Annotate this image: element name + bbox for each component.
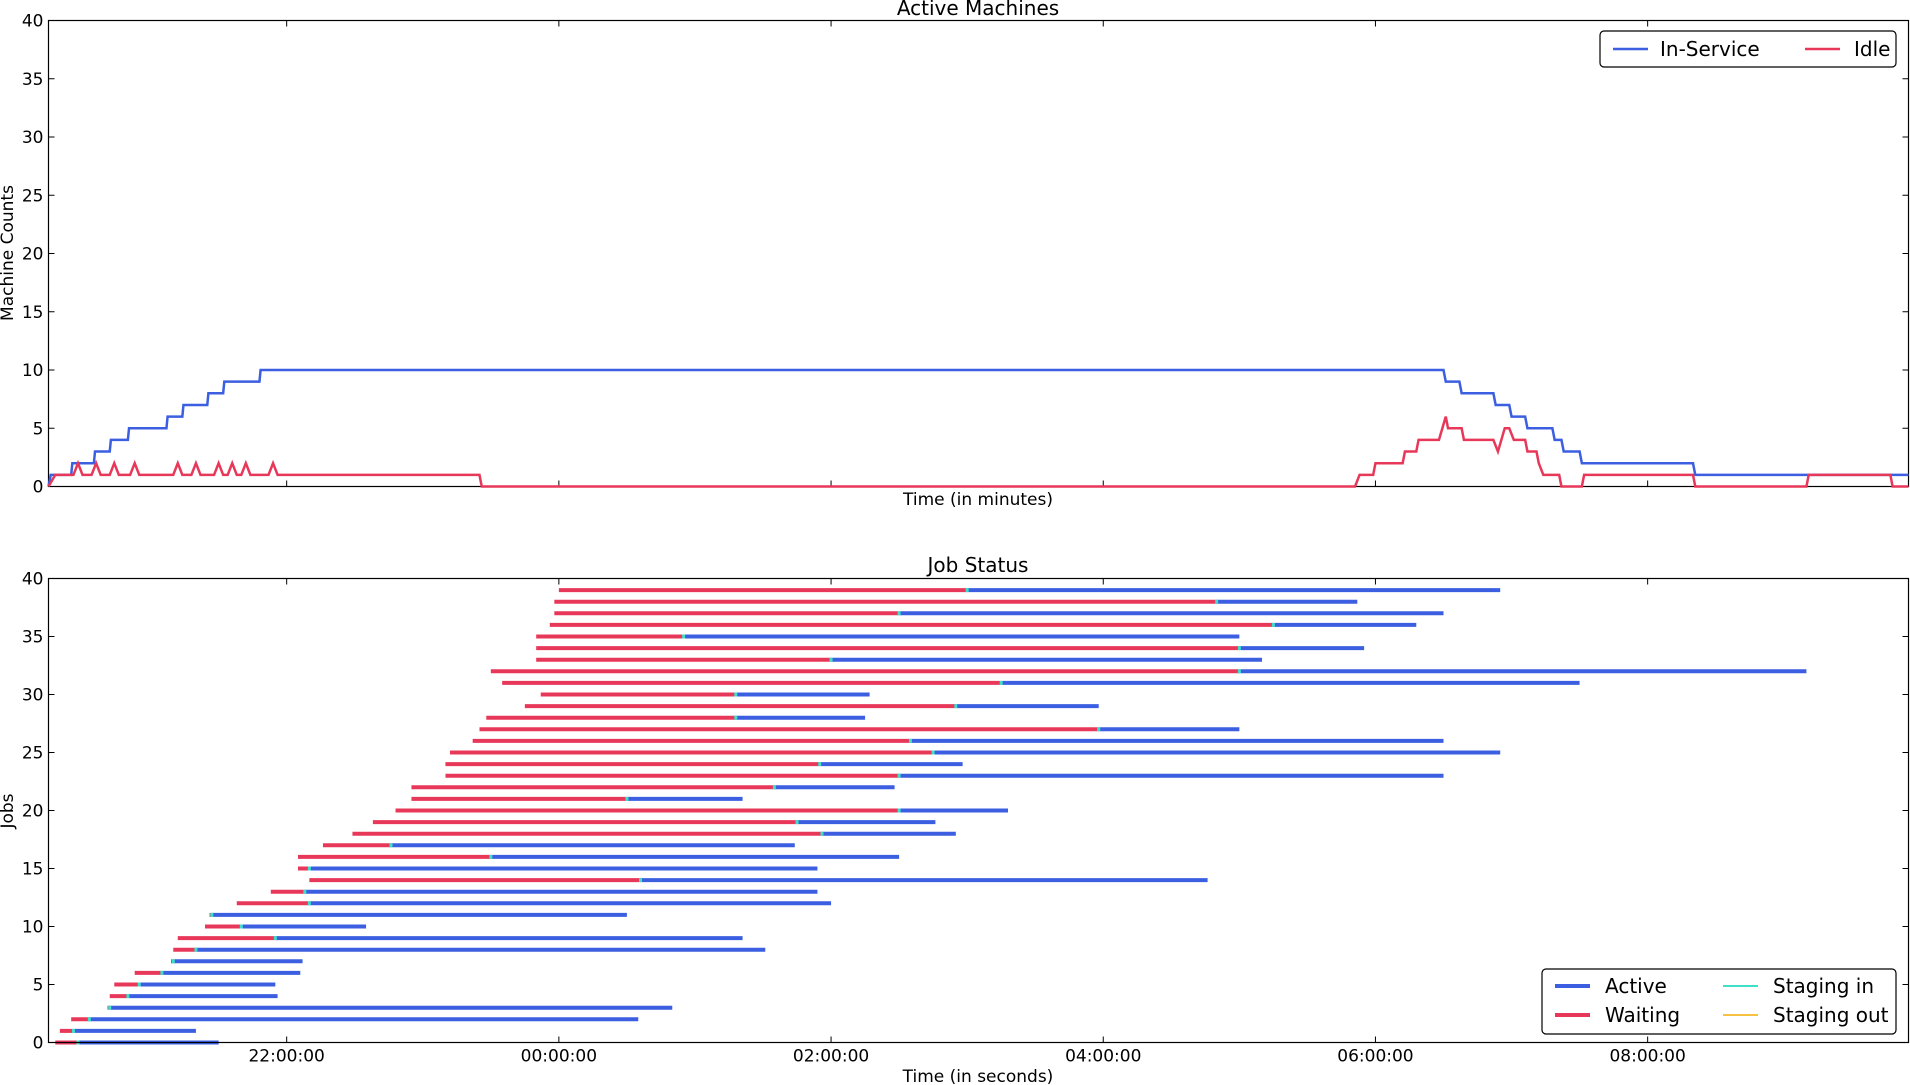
chart2-y-tick-label: 30 (22, 686, 44, 706)
chart2-x-tick-label: 04:00:00 (1065, 1047, 1141, 1067)
chart1-legend-box (1599, 30, 1897, 68)
chart1-y-tick-label: 25 (22, 186, 44, 206)
chart2-y-tick-label: 15 (22, 860, 44, 880)
chart2-x-tick-label: 22:00:00 (248, 1047, 324, 1067)
chart1-title: Active Machines (897, 0, 1059, 20)
chart1-y-tick-label: 0 (33, 478, 44, 498)
chart1-y-tick-label: 5 (33, 419, 44, 439)
chart2-title: Job Status (926, 553, 1029, 577)
chart1-y-tick-label: 20 (22, 245, 44, 265)
chart1-y-tick-label: 10 (22, 361, 44, 381)
legend-label-staging-in: Staging in (1773, 974, 1874, 998)
legend-label-staging-out: Staging out (1773, 1003, 1889, 1027)
chart1-y-tick-label: 15 (22, 303, 44, 323)
legend-label-in-service: In-Service (1660, 37, 1760, 61)
chart2-legend: Active Waiting Staging in Staging out (1541, 968, 1897, 1035)
chart2-x-tick-label: 02:00:00 (793, 1047, 869, 1067)
chart1-y-tick-label: 40 (22, 12, 44, 32)
chart2-y-tick-label: 0 (33, 1034, 44, 1054)
chart1-y-axis-label: Machine Counts (0, 185, 18, 321)
chart2-y-tick-label: 20 (22, 802, 44, 822)
chart2-x-tick-label: 08:00:00 (1609, 1047, 1685, 1067)
job-status-panel: Job Status 0 5 10 15 20 25 30 35 40 22:00:00 00:0… (0, 553, 1910, 1085)
chart2-legend-box (1541, 968, 1897, 1035)
chart1-y-tick-label: 35 (22, 70, 44, 90)
chart1-x-axis-label: Time (in minutes) (902, 490, 1053, 510)
chart2-x-tick-label: 00:00:00 (521, 1047, 597, 1067)
chart2-y-tick-label: 40 (22, 570, 44, 590)
chart2-y-axis-label: Jobs (0, 793, 18, 829)
chart1-plot-frame (47, 19, 1910, 488)
series-line-in-service (47, 368, 1909, 487)
chart2-y-tick-label: 25 (22, 744, 44, 764)
legend-label-active: Active (1605, 974, 1667, 998)
chart2-y-tick-label: 10 (22, 918, 44, 938)
chart1-legend: In-Service Idle (1599, 30, 1897, 68)
legend-label-waiting: Waiting (1605, 1003, 1680, 1027)
series-line-idle (47, 416, 1909, 488)
chart2-x-tick-label: 06:00:00 (1337, 1047, 1413, 1067)
active-machines-panel: Active Machines 0 5 10 15 20 25 30 35 40 Time (i… (0, 0, 1910, 510)
legend-label-idle: Idle (1854, 37, 1890, 61)
chart2-x-axis-label: Time (in seconds) (902, 1067, 1054, 1085)
chart2-y-tick-label: 5 (33, 976, 44, 996)
chart2-y-tick-label: 35 (22, 628, 44, 648)
chart1-y-tick-label: 30 (22, 128, 44, 148)
